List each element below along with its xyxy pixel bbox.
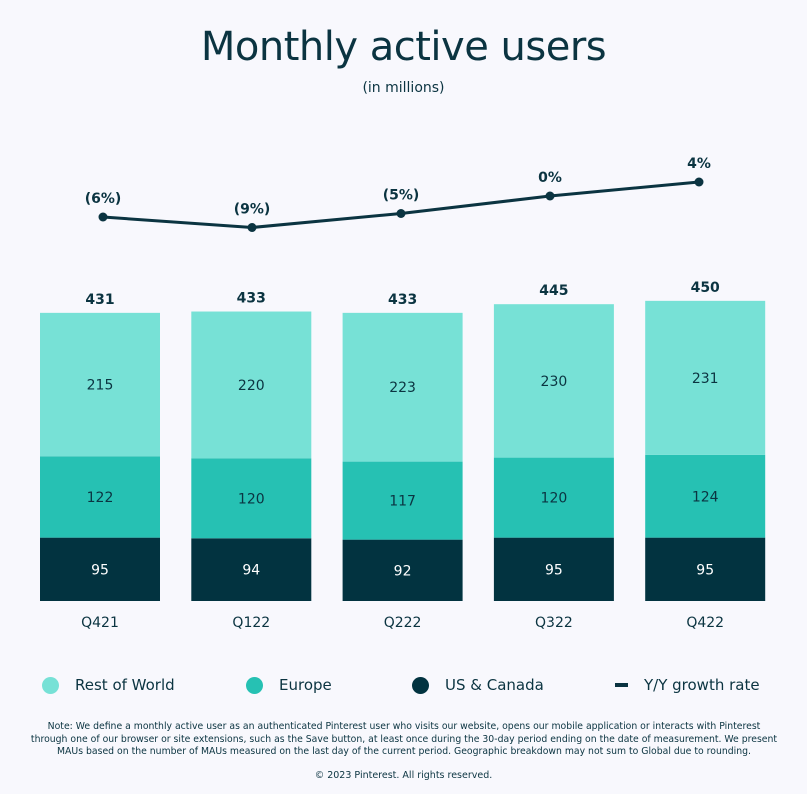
growth-point	[98, 212, 108, 222]
legend-swatch-icon	[412, 676, 429, 694]
growth-label: 4%	[687, 156, 711, 172]
legend-swatch-icon	[42, 676, 59, 694]
bar-segment	[40, 312, 160, 457]
data-label: 223	[389, 380, 416, 396]
total-label: 450	[691, 280, 720, 296]
data-label: 94	[242, 563, 260, 579]
x-tick-label: Q322	[535, 615, 573, 631]
x-tick-label: Q222	[384, 615, 422, 631]
copyright: © 2023 Pinterest. All rights reserved.	[314, 770, 493, 781]
legend-item-europe: Europe	[246, 676, 332, 694]
bar-segment	[645, 454, 766, 538]
data-label: 231	[692, 371, 719, 387]
legend: Rest of World Europe US & Canada Y/Y gro…	[42, 676, 782, 698]
chart-title: Monthly active users	[200, 24, 607, 70]
legend-item-rest-of-world: Rest of World	[42, 676, 175, 694]
legend-label: US & Canada	[445, 676, 544, 694]
data-label: 122	[87, 490, 114, 506]
legend-swatch-icon	[246, 676, 263, 694]
legend-item-growth-rate: Y/Y growth rate	[615, 676, 760, 694]
data-label: 220	[238, 378, 265, 394]
chart-plot: 95 122 215 431 Q421 94 120 220 433 Q122 92 117 223 43…	[40, 156, 766, 631]
growth-label: (6%)	[85, 191, 122, 207]
bar-segment	[342, 461, 463, 540]
data-label: 215	[87, 378, 114, 394]
bar-segment	[191, 458, 312, 539]
data-label: 230	[541, 374, 568, 390]
legend-label: Rest of World	[75, 676, 175, 694]
data-label: 95	[91, 562, 109, 578]
bar-segment	[645, 300, 766, 455]
growth-point	[545, 191, 555, 201]
legend-label: Europe	[279, 676, 332, 694]
bar-segment	[493, 304, 614, 458]
bar-segment	[493, 457, 614, 538]
bar-segment	[342, 539, 463, 601]
bar-segment	[342, 312, 463, 462]
growth-label: (5%)	[383, 188, 420, 204]
total-label: 431	[85, 292, 114, 308]
total-label: 433	[388, 292, 417, 308]
x-tick-label: Q422	[686, 615, 724, 631]
growth-point	[247, 223, 257, 232]
growth-point	[694, 177, 704, 187]
legend-item-us-canada: US & Canada	[412, 676, 544, 694]
total-label: 445	[539, 283, 568, 299]
growth-point	[396, 209, 406, 218]
bar-segment	[493, 537, 614, 601]
footnote: Note: We define a monthly active user as…	[30, 721, 778, 757]
x-tick-label: Q421	[81, 615, 119, 631]
x-tick-label: Q122	[232, 615, 270, 631]
data-label: 95	[545, 562, 563, 578]
total-label: 433	[237, 291, 266, 307]
bar-segment	[40, 456, 160, 538]
bar-segment	[191, 538, 312, 601]
legend-label: Y/Y growth rate	[644, 676, 760, 694]
bar-segment	[645, 537, 766, 601]
data-label: 92	[394, 563, 412, 579]
bar-segment	[191, 311, 312, 459]
legend-line-icon	[615, 683, 628, 687]
data-label: 120	[238, 491, 265, 507]
data-label: 120	[541, 491, 568, 507]
bar-segment	[40, 537, 160, 601]
data-label: 95	[696, 562, 714, 578]
growth-label: 0%	[538, 170, 562, 186]
growth-label: (9%)	[234, 202, 271, 218]
chart-subtitle: (in millions)	[362, 80, 445, 96]
data-label: 117	[389, 494, 416, 510]
data-label: 124	[692, 489, 719, 505]
